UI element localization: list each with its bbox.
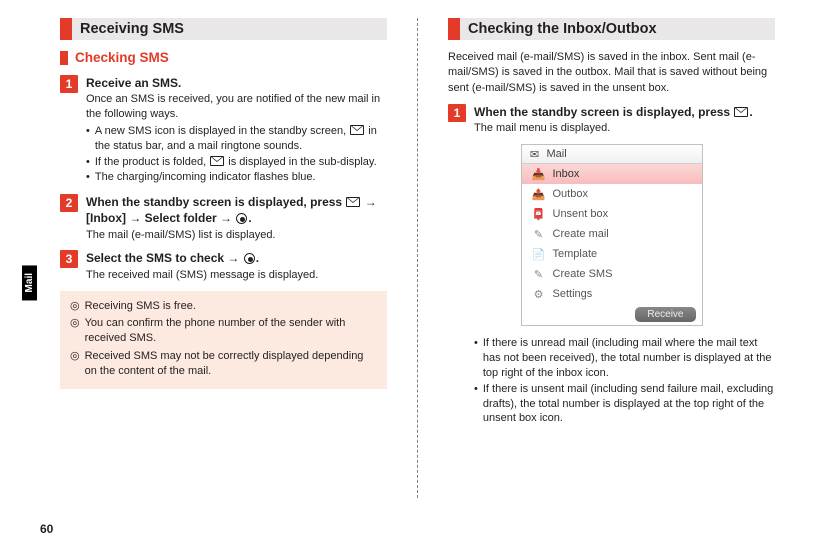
menu-item-label: Settings bbox=[553, 288, 692, 300]
menu-item-icon: 📤 bbox=[532, 188, 546, 200]
left-column: Receiving SMS Checking SMS 1 Receive an … bbox=[60, 18, 387, 498]
note-item: ◎ Receiving SMS is free. bbox=[70, 299, 377, 314]
note-mark-icon: ◎ bbox=[70, 299, 80, 314]
menu-item-label: Outbox bbox=[553, 188, 692, 200]
intro-paragraph: Received mail (e-mail/SMS) is saved in t… bbox=[448, 50, 775, 96]
step-number: 2 bbox=[60, 194, 78, 212]
subheading-accent bbox=[60, 51, 68, 65]
step-desc: Once an SMS is received, you are notifie… bbox=[86, 92, 387, 122]
menu-item-icon: 📮 bbox=[532, 208, 546, 220]
heading-accent bbox=[60, 18, 72, 40]
bullet-dot-icon: • bbox=[86, 124, 90, 154]
step-body: When the standby screen is displayed, pr… bbox=[474, 104, 775, 136]
heading-text: Receiving SMS bbox=[72, 18, 387, 40]
step-body: Select the SMS to check → . The received… bbox=[86, 250, 387, 282]
step-body: When the standby screen is displayed, pr… bbox=[86, 194, 387, 242]
center-key-icon bbox=[244, 253, 255, 264]
menu-item-icon: ✎ bbox=[532, 268, 546, 280]
note-text: You can confirm the phone number of the … bbox=[85, 316, 377, 347]
receive-button: Receive bbox=[635, 307, 695, 322]
step-3: 3 Select the SMS to check → . The receiv… bbox=[60, 250, 387, 282]
side-tab-mail: Mail bbox=[22, 265, 37, 300]
envelope-key-icon bbox=[734, 107, 748, 117]
bullet-item: • If there is unsent mail (including sen… bbox=[474, 382, 775, 427]
mail-icon: ✉ bbox=[528, 148, 542, 160]
step-desc: The received mail (SMS) message is displ… bbox=[86, 268, 387, 283]
mail-menu-screenshot: ✉ Mail 📥 Inbox 📤 Outbox 📮 Unsent box ✎ Create m… bbox=[521, 144, 703, 326]
step-1: 1 Receive an SMS. Once an SMS is receive… bbox=[60, 75, 387, 186]
menu-item: 📮 Unsent box bbox=[522, 204, 702, 224]
bullet-text: If there is unsent mail (including send … bbox=[483, 382, 775, 427]
subheading-checking-sms: Checking SMS bbox=[60, 50, 387, 65]
bullet-dot-icon: • bbox=[474, 336, 478, 381]
column-divider bbox=[417, 18, 418, 498]
menu-item: ✎ Create mail bbox=[522, 224, 702, 244]
bullet-text: The charging/incoming indicator flashes … bbox=[95, 170, 316, 185]
bullet-text: If the product is folded, is displayed i… bbox=[95, 155, 377, 170]
menu-item-label: Create mail bbox=[553, 228, 692, 240]
bullet-text: A new SMS icon is displayed in the stand… bbox=[95, 124, 387, 154]
menu-item-icon: ⚙ bbox=[532, 288, 546, 300]
step-2: 2 When the standby screen is displayed, … bbox=[60, 194, 387, 242]
bullet-item: • A new SMS icon is displayed in the sta… bbox=[86, 124, 387, 154]
menu-title-bar: ✉ Mail bbox=[522, 145, 702, 164]
menu-item-label: Create SMS bbox=[553, 268, 692, 280]
menu-item-label: Unsent box bbox=[553, 208, 692, 220]
step-title: When the standby screen is displayed, pr… bbox=[86, 194, 387, 226]
menu-item-icon: 📥 bbox=[532, 168, 546, 180]
note-mark-icon: ◎ bbox=[70, 349, 80, 380]
envelope-icon bbox=[350, 125, 364, 135]
menu-item-label: Template bbox=[553, 248, 692, 260]
manual-page: Mail Receiving SMS Checking SMS 1 Receiv… bbox=[0, 0, 815, 551]
step-number: 3 bbox=[60, 250, 78, 268]
menu-title-text: Mail bbox=[547, 148, 567, 160]
menu-item-label: Inbox bbox=[553, 168, 692, 180]
heading-receiving-sms: Receiving SMS bbox=[60, 18, 387, 40]
menu-item: 📄 Template bbox=[522, 244, 702, 264]
menu-rows: 📥 Inbox 📤 Outbox 📮 Unsent box ✎ Create mail 📄 Tem… bbox=[522, 164, 702, 304]
two-column-layout: Receiving SMS Checking SMS 1 Receive an … bbox=[60, 18, 775, 498]
note-mark-icon: ◎ bbox=[70, 316, 80, 347]
bullet-dot-icon: • bbox=[474, 382, 478, 427]
step-body: Receive an SMS. Once an SMS is received,… bbox=[86, 75, 387, 186]
step-title: When the standby screen is displayed, pr… bbox=[474, 104, 775, 120]
menu-item: ⚙ Settings bbox=[522, 284, 702, 304]
menu-item: ✎ Create SMS bbox=[522, 264, 702, 284]
right-column: Checking the Inbox/Outbox Received mail … bbox=[448, 18, 775, 498]
envelope-key-icon bbox=[346, 197, 360, 207]
page-number: 60 bbox=[40, 522, 53, 536]
bullet-item: • If there is unread mail (including mai… bbox=[474, 336, 775, 381]
envelope-icon bbox=[210, 156, 224, 166]
step-title: Select the SMS to check → . bbox=[86, 250, 387, 266]
bullet-dot-icon: • bbox=[86, 170, 90, 185]
note-item: ◎ Received SMS may not be correctly disp… bbox=[70, 349, 377, 380]
menu-footer: Receive bbox=[522, 304, 702, 325]
menu-item: 📤 Outbox bbox=[522, 184, 702, 204]
bullet-item: • The charging/incoming indicator flashe… bbox=[86, 170, 387, 185]
step-desc: The mail menu is displayed. bbox=[474, 121, 775, 136]
step-number: 1 bbox=[60, 75, 78, 93]
center-key-icon bbox=[236, 213, 247, 224]
post-bullet-list: • If there is unread mail (including mai… bbox=[448, 336, 775, 426]
note-text: Received SMS may not be correctly displa… bbox=[85, 349, 377, 380]
notes-box: ◎ Receiving SMS is free. ◎ You can confi… bbox=[60, 291, 387, 390]
step-title: Receive an SMS. bbox=[86, 75, 387, 91]
bullet-text: If there is unread mail (including mail … bbox=[483, 336, 775, 381]
bullet-dot-icon: • bbox=[86, 155, 90, 170]
heading-accent bbox=[448, 18, 460, 40]
bullet-list: • A new SMS icon is displayed in the sta… bbox=[86, 124, 387, 185]
heading-checking-inbox: Checking the Inbox/Outbox bbox=[448, 18, 775, 40]
heading-text: Checking the Inbox/Outbox bbox=[460, 18, 775, 40]
step-1-right: 1 When the standby screen is displayed, … bbox=[448, 104, 775, 136]
bullet-item: • If the product is folded, is displayed… bbox=[86, 155, 387, 170]
note-text: Receiving SMS is free. bbox=[85, 299, 196, 314]
step-desc: The mail (e-mail/SMS) list is displayed. bbox=[86, 228, 387, 243]
note-item: ◎ You can confirm the phone number of th… bbox=[70, 316, 377, 347]
menu-item: 📥 Inbox bbox=[522, 164, 702, 184]
subheading-text: Checking SMS bbox=[75, 50, 169, 65]
step-number: 1 bbox=[448, 104, 466, 122]
menu-item-icon: ✎ bbox=[532, 228, 546, 240]
menu-item-icon: 📄 bbox=[532, 248, 546, 260]
